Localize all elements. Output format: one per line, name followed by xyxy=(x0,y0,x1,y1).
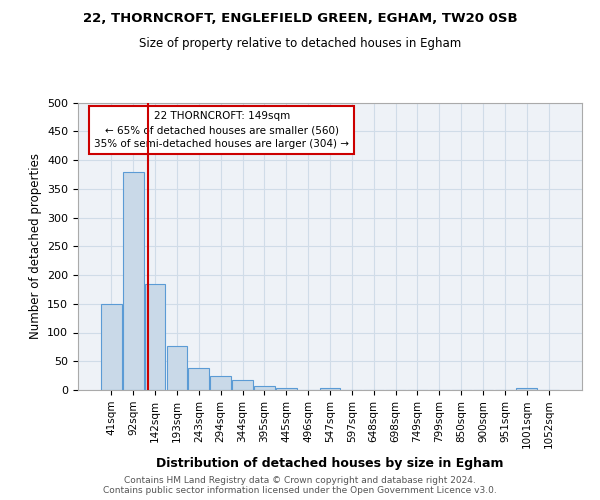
Bar xyxy=(188,368,209,390)
Bar xyxy=(123,172,143,390)
Bar xyxy=(167,346,187,390)
Bar xyxy=(210,376,231,390)
Bar xyxy=(145,284,166,390)
Text: 22, THORNCROFT, ENGLEFIELD GREEN, EGHAM, TW20 0SB: 22, THORNCROFT, ENGLEFIELD GREEN, EGHAM,… xyxy=(83,12,517,26)
Y-axis label: Number of detached properties: Number of detached properties xyxy=(29,153,41,340)
Bar xyxy=(517,388,537,390)
Bar xyxy=(232,380,253,390)
Text: Size of property relative to detached houses in Egham: Size of property relative to detached ho… xyxy=(139,38,461,51)
Text: 22 THORNCROFT: 149sqm
← 65% of detached houses are smaller (560)
35% of semi-det: 22 THORNCROFT: 149sqm ← 65% of detached … xyxy=(94,111,349,149)
Bar xyxy=(254,386,275,390)
Bar xyxy=(276,388,296,390)
Text: Contains HM Land Registry data © Crown copyright and database right 2024.
Contai: Contains HM Land Registry data © Crown c… xyxy=(103,476,497,495)
Bar xyxy=(101,304,122,390)
Bar xyxy=(320,388,340,390)
X-axis label: Distribution of detached houses by size in Egham: Distribution of detached houses by size … xyxy=(156,456,504,469)
